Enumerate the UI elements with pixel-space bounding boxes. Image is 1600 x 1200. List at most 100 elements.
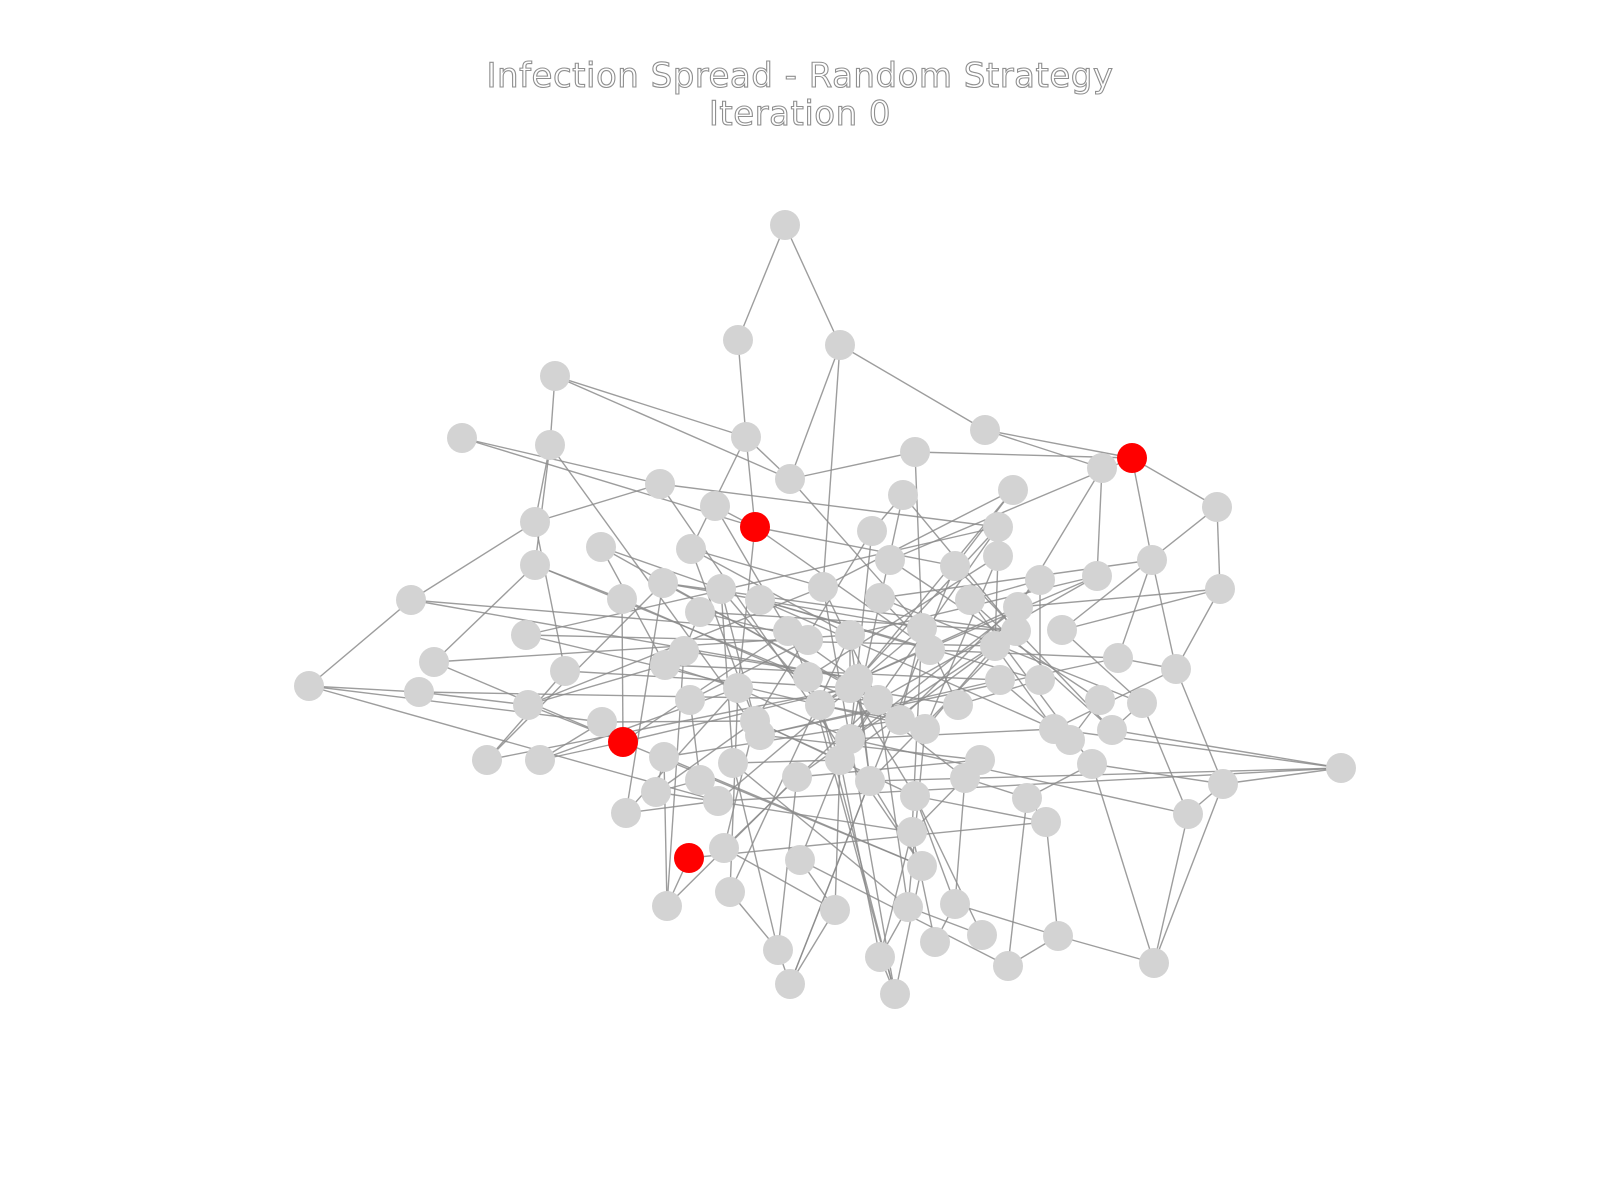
- network-edge: [410, 521, 536, 601]
- network-edge: [525, 526, 999, 636]
- susceptible-node: [1047, 615, 1077, 645]
- susceptible-node: [1087, 453, 1117, 483]
- network-edge: [994, 645, 1055, 730]
- susceptible-node: [785, 845, 815, 875]
- network-edge: [1222, 767, 1342, 785]
- susceptible-node: [723, 325, 753, 355]
- susceptible-node: [685, 765, 715, 795]
- network-edge: [308, 599, 412, 687]
- susceptible-node: [1025, 565, 1055, 595]
- susceptible-node: [770, 210, 800, 240]
- susceptible-node: [855, 766, 885, 796]
- susceptible-node: [1012, 783, 1042, 813]
- susceptible-node: [550, 656, 580, 686]
- susceptible-node: [1103, 643, 1133, 673]
- network-edge: [1131, 457, 1218, 508]
- network-edge: [1007, 797, 1028, 967]
- network-edge: [1061, 506, 1218, 631]
- susceptible-node: [1043, 921, 1073, 951]
- susceptible-node: [587, 707, 617, 737]
- susceptible-node: [540, 361, 570, 391]
- network-edge: [690, 548, 761, 736]
- susceptible-node: [1082, 561, 1112, 591]
- susceptible-node: [1097, 715, 1127, 745]
- susceptible-node: [676, 534, 706, 564]
- network-edge: [410, 599, 859, 680]
- susceptible-node: [520, 550, 550, 580]
- network-edge: [1151, 559, 1177, 670]
- network-edge: [911, 831, 936, 943]
- susceptible-node: [645, 469, 675, 499]
- susceptible-node: [1326, 753, 1356, 783]
- susceptible-node: [940, 889, 970, 919]
- susceptible-node: [472, 745, 502, 775]
- network-edge: [1061, 588, 1221, 631]
- susceptible-node: [885, 705, 915, 735]
- susceptible-node: [825, 745, 855, 775]
- susceptible-node: [805, 690, 835, 720]
- network-edge: [789, 780, 871, 985]
- susceptible-node: [1085, 685, 1115, 715]
- susceptible-node: [1137, 545, 1167, 575]
- network-edge: [1017, 588, 1221, 608]
- network-edge: [622, 630, 789, 743]
- network-edge: [754, 526, 956, 567]
- network-edge: [1111, 729, 1342, 769]
- susceptible-node: [763, 935, 793, 965]
- network-edge: [554, 375, 747, 438]
- susceptible-node: [511, 620, 541, 650]
- figure-subtitle: Iteration 0: [708, 93, 892, 134]
- susceptible-node: [893, 892, 923, 922]
- network-edge: [1141, 702, 1189, 815]
- susceptible-node: [865, 583, 895, 613]
- network-edge: [534, 521, 566, 672]
- network-edge: [534, 444, 551, 566]
- network-edge: [621, 598, 624, 743]
- susceptible-node: [857, 516, 887, 546]
- susceptible-node: [775, 969, 805, 999]
- network-edge: [737, 526, 756, 689]
- network-edge: [732, 762, 779, 951]
- susceptible-node: [1003, 592, 1033, 622]
- susceptible-node: [900, 437, 930, 467]
- network-edge: [799, 759, 841, 861]
- network-edge: [849, 606, 1019, 740]
- susceptible-node: [915, 635, 945, 665]
- infected-node: [674, 843, 704, 873]
- network-edge: [822, 344, 841, 588]
- susceptible-node: [703, 786, 733, 816]
- susceptible-node: [535, 430, 565, 460]
- susceptible-node: [875, 545, 905, 575]
- infected-node: [1117, 443, 1147, 473]
- susceptible-node: [404, 677, 434, 707]
- susceptible-node: [294, 671, 324, 701]
- network-edge: [1131, 457, 1153, 561]
- susceptible-node: [888, 480, 918, 510]
- figure-title: Infection Spread - Random Strategy: [486, 55, 1114, 96]
- susceptible-node: [718, 748, 748, 778]
- network-edge: [418, 691, 879, 701]
- susceptible-node: [709, 833, 739, 863]
- susceptible-node: [983, 512, 1013, 542]
- susceptible-node: [897, 817, 927, 847]
- network-edge: [839, 344, 986, 431]
- susceptible-node: [865, 942, 895, 972]
- network-edge: [1096, 467, 1103, 577]
- network-edge: [732, 759, 841, 764]
- susceptible-node: [706, 574, 736, 604]
- network-edge: [527, 664, 666, 706]
- network-edge: [308, 685, 420, 693]
- network-edge: [655, 791, 913, 833]
- network-edge: [1117, 559, 1153, 659]
- network-edge: [1153, 813, 1189, 964]
- susceptible-node: [943, 690, 973, 720]
- susceptible-node: [447, 423, 477, 453]
- susceptible-node: [1202, 492, 1232, 522]
- network-edge: [789, 478, 923, 629]
- network-edge: [789, 451, 916, 480]
- susceptible-node: [396, 585, 426, 615]
- susceptible-node: [685, 597, 715, 627]
- network-edge: [869, 767, 1342, 782]
- susceptible-node: [700, 491, 730, 521]
- network-edge: [690, 548, 824, 588]
